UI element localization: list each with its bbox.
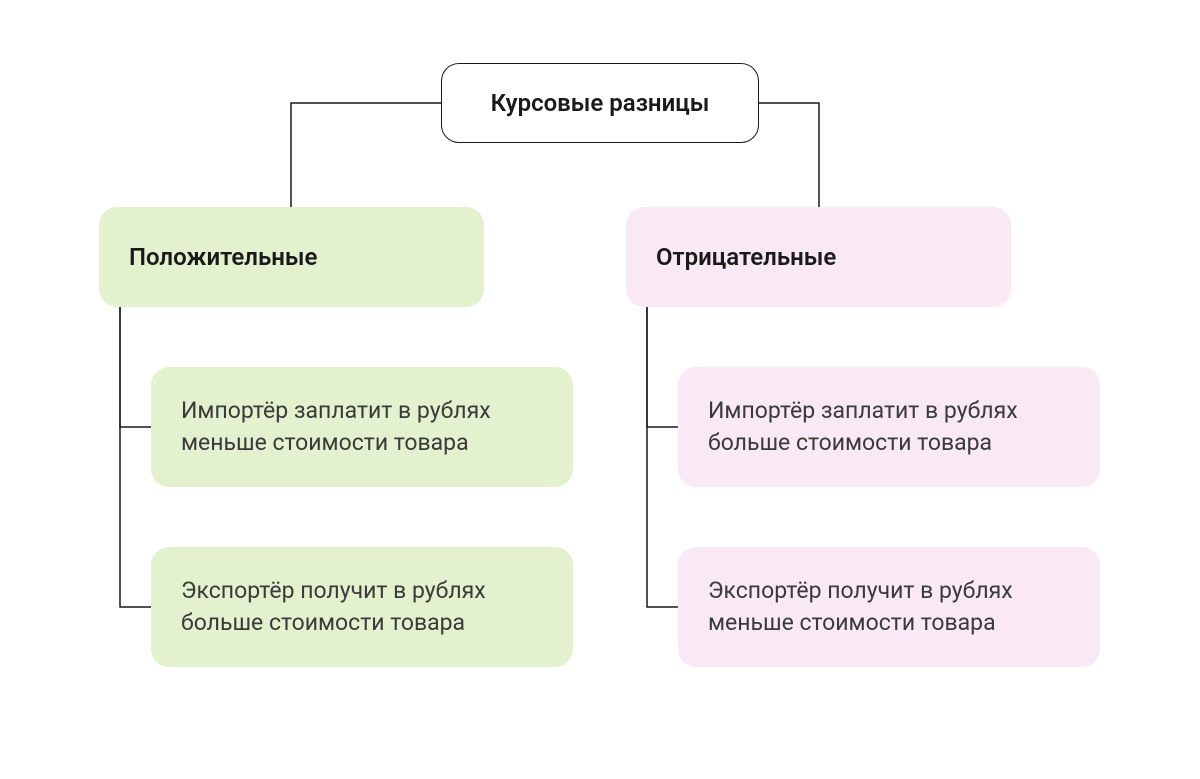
diagram-canvas: Курсовые разницы Положительные Импортёр … [0, 0, 1200, 779]
leaf-negative-1-label: Экспортёр получит в рублях меньше стоимо… [708, 575, 1070, 639]
leaf-positive-0-label: Импортёр заплатит в рублях меньше стоимо… [181, 395, 543, 459]
leaf-negative-0-label: Импортёр заплатит в рублях больше стоимо… [708, 395, 1070, 459]
leaf-positive-0: Импортёр заплатит в рублях меньше стоимо… [151, 367, 573, 487]
leaf-negative-0: Импортёр заплатит в рублях больше стоимо… [678, 367, 1100, 487]
leaf-negative-1: Экспортёр получит в рублях меньше стоимо… [678, 547, 1100, 667]
branch-negative: Отрицательные [626, 207, 1011, 307]
leaf-positive-1-label: Экспортёр получит в рублях больше стоимо… [181, 575, 543, 639]
root-node: Курсовые разницы [441, 63, 759, 143]
root-label: Курсовые разницы [491, 89, 710, 117]
leaf-positive-1: Экспортёр получит в рублях больше стоимо… [151, 547, 573, 667]
branch-negative-label: Отрицательные [656, 243, 836, 271]
branch-positive-label: Положительные [129, 243, 317, 271]
branch-positive: Положительные [99, 207, 484, 307]
